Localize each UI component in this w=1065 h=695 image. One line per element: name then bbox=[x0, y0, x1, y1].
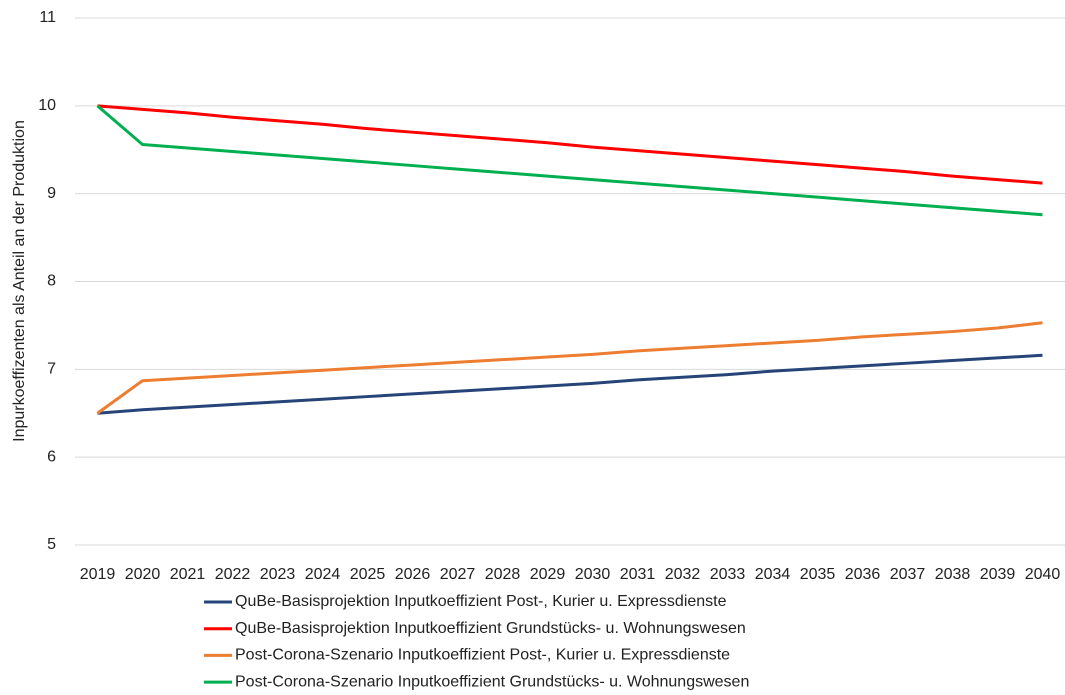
y-tick-label: 8 bbox=[47, 273, 56, 290]
x-tick-label: 2031 bbox=[620, 566, 656, 583]
x-tick-label: 2034 bbox=[755, 566, 791, 583]
line bbox=[97, 353, 1043, 415]
x-tick-label: 2023 bbox=[260, 566, 296, 583]
x-tick-label: 2035 bbox=[800, 566, 836, 583]
x-tick-label: 2025 bbox=[350, 566, 386, 583]
x-tick-label: 2029 bbox=[530, 566, 566, 583]
x-tick-label: 2028 bbox=[485, 566, 521, 583]
x-tick-label: 2022 bbox=[215, 566, 251, 583]
y-tick-label: 5 bbox=[47, 536, 56, 553]
x-tick-label: 2033 bbox=[710, 566, 746, 583]
x-tick-label: 2021 bbox=[170, 566, 206, 583]
x-tick-label: 2019 bbox=[80, 566, 116, 583]
x-tick-label: 2036 bbox=[845, 566, 881, 583]
line bbox=[96, 321, 1043, 415]
x-tick-label: 2026 bbox=[395, 566, 431, 583]
line bbox=[97, 104, 1043, 185]
x-tick-label: 2037 bbox=[890, 566, 926, 583]
x-tick-label: 2032 bbox=[665, 566, 701, 583]
legend-label: QuBe-Basisprojektion Inputkoeffizient Po… bbox=[235, 593, 727, 610]
legend-label: QuBe-Basisprojektion Inputkoeffizient Gr… bbox=[235, 620, 746, 637]
x-tick-label: 2027 bbox=[440, 566, 476, 583]
y-tick-label: 6 bbox=[47, 448, 56, 465]
y-tick-label: 7 bbox=[47, 361, 56, 378]
x-tick-label: 2030 bbox=[575, 566, 611, 583]
x-tick-label: 2038 bbox=[935, 566, 971, 583]
legend-label: Post-Corona-Szenario Inputkoeffizient Po… bbox=[235, 647, 730, 664]
x-tick-label: 2039 bbox=[980, 566, 1016, 583]
y-tick-label: 11 bbox=[39, 9, 56, 26]
y-tick-label: 9 bbox=[47, 185, 56, 202]
y-tick-label: 10 bbox=[38, 97, 56, 114]
line bbox=[96, 104, 1043, 217]
legend-label: Post-Corona-Szenario Inputkoeffizient Gr… bbox=[235, 673, 749, 690]
y-axis-label: Inpurkoeffizenten als Anteil an der Prod… bbox=[11, 120, 28, 442]
x-tick-label: 2024 bbox=[305, 566, 341, 583]
x-tick-label: 2040 bbox=[1025, 566, 1061, 583]
x-tick-label: 2020 bbox=[125, 566, 161, 583]
